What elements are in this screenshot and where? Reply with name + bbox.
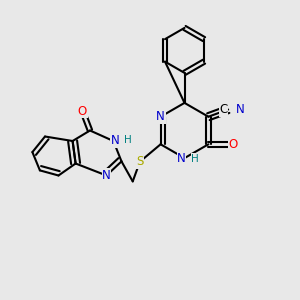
Text: O: O [78,104,87,118]
Text: N: N [177,152,186,165]
Text: H: H [191,154,199,164]
Text: C: C [220,103,228,116]
Text: N: N [102,169,111,182]
Text: N: N [110,134,119,148]
Text: N: N [236,103,244,116]
Text: H: H [124,135,132,145]
Text: O: O [229,138,238,151]
Text: S: S [136,155,144,168]
Text: N: N [156,110,165,123]
